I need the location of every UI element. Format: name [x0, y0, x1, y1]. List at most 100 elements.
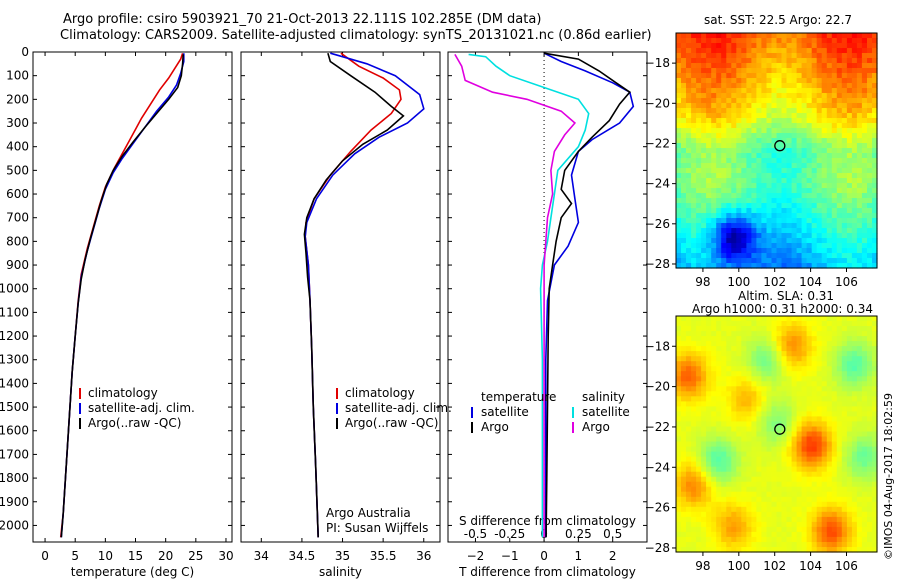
map-cell	[811, 506, 818, 513]
map-cell	[811, 123, 818, 129]
map-cell	[781, 466, 788, 473]
sst-ytick-label: −28	[645, 257, 670, 271]
map-cell	[771, 203, 778, 209]
map-cell	[821, 376, 828, 382]
map-cell	[821, 321, 828, 327]
map-cell	[786, 542, 793, 548]
map-cell	[831, 451, 838, 458]
map-cell	[741, 476, 747, 483]
map-cell	[716, 476, 722, 483]
map-cell	[826, 431, 833, 438]
map-cell	[836, 547, 843, 553]
map-cell	[686, 238, 692, 244]
map-cell	[856, 168, 863, 174]
map-cell	[771, 542, 778, 548]
map-cell	[806, 203, 813, 209]
map-cell	[691, 188, 697, 194]
map-cell	[816, 258, 823, 264]
map-cell	[776, 366, 783, 372]
map-cell	[811, 143, 818, 149]
map-cell	[796, 43, 803, 49]
map-cell	[776, 108, 783, 114]
map-cell	[731, 118, 737, 124]
map-cell	[821, 128, 828, 134]
map-cell	[811, 188, 818, 194]
map-cell	[771, 326, 778, 332]
map-cell	[746, 258, 752, 264]
map-cell	[867, 113, 873, 119]
map-cell	[861, 506, 868, 513]
map-cell	[816, 441, 823, 448]
map-cell	[726, 173, 732, 179]
map-cell	[872, 113, 878, 119]
map-cell	[846, 356, 853, 362]
map-cell	[851, 88, 858, 94]
map-cell	[766, 426, 773, 433]
sla-xtick-label: 106	[835, 559, 858, 573]
map-cell	[791, 341, 798, 347]
map-cell	[711, 356, 717, 362]
map-cell	[696, 366, 702, 372]
map-cell	[746, 356, 752, 362]
map-cell	[756, 193, 762, 199]
map-cell	[706, 371, 712, 377]
map-cell	[791, 511, 798, 518]
map-cell	[746, 113, 752, 119]
map-cell	[701, 456, 707, 463]
sst-argo-location-marker	[774, 140, 786, 152]
difference-series-satellite	[543, 52, 635, 538]
map-cell	[721, 431, 727, 438]
map-cell	[821, 341, 828, 347]
map-cell	[736, 53, 742, 59]
map-cell	[816, 48, 823, 54]
map-cell	[696, 168, 702, 174]
map-cell	[836, 481, 843, 488]
map-cell	[831, 426, 838, 433]
map-cell	[781, 78, 788, 84]
map-cell	[731, 203, 737, 209]
map-cell	[867, 421, 873, 427]
map-cell	[696, 526, 702, 533]
map-cell	[761, 491, 767, 498]
map-cell	[811, 521, 818, 528]
map-cell	[731, 441, 737, 448]
sla-map-pixels	[676, 316, 878, 553]
map-cell	[776, 336, 783, 342]
map-cell	[686, 208, 692, 214]
map-cell	[846, 133, 853, 139]
map-cell	[686, 486, 692, 493]
map-cell	[771, 33, 778, 39]
map-cell	[872, 547, 878, 553]
map-cell	[781, 238, 788, 244]
map-cell	[816, 506, 823, 513]
map-cell	[716, 446, 722, 453]
map-cell	[791, 491, 798, 498]
map-cell	[746, 153, 752, 159]
map-cell	[841, 138, 848, 144]
map-cell	[781, 361, 788, 367]
map-cell	[796, 198, 803, 204]
map-cell	[811, 326, 818, 332]
map-cell	[867, 133, 873, 139]
map-cell	[686, 103, 692, 109]
map-cell	[816, 138, 823, 144]
map-cell	[761, 366, 767, 372]
map-cell	[821, 526, 828, 533]
map-cell	[756, 148, 762, 154]
map-cell	[856, 456, 863, 463]
map-cell	[816, 248, 823, 254]
map-cell	[861, 98, 868, 104]
map-cell	[726, 481, 732, 488]
map-cell	[741, 168, 747, 174]
map-cell	[761, 411, 767, 417]
map-cell	[771, 446, 778, 453]
map-cell	[691, 391, 697, 397]
map-cell	[726, 248, 732, 254]
map-cell	[771, 138, 778, 144]
map-cell	[716, 53, 722, 59]
map-cell	[741, 68, 747, 74]
map-cell	[791, 391, 798, 397]
map-cell	[676, 263, 682, 269]
map-cell	[696, 143, 702, 149]
map-cell	[746, 451, 752, 458]
